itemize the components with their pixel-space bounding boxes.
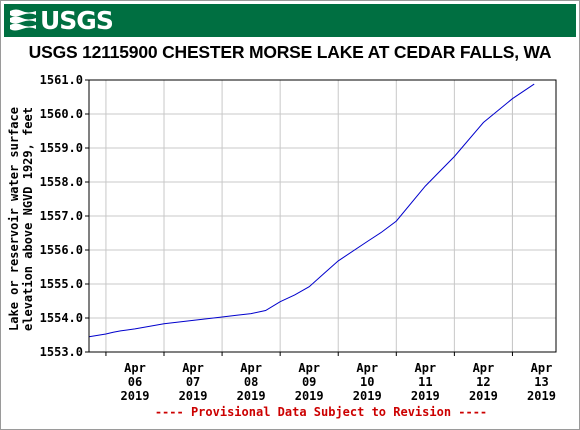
x-tick-month: Apr — [124, 361, 146, 375]
y-tick-label: 1559.0 — [40, 141, 83, 155]
x-tick-day: 06 — [128, 375, 142, 389]
usgs-banner: USGS — [4, 4, 576, 37]
x-tick-day: 12 — [476, 375, 490, 389]
provisional-note: ---- Provisional Data Subject to Revisio… — [155, 405, 487, 419]
x-tick-day: 08 — [244, 375, 258, 389]
y-tick-label: 1558.0 — [40, 175, 83, 189]
x-tick-day: 13 — [534, 375, 548, 389]
x-tick-year: 2019 — [353, 389, 382, 403]
usgs-wave-icon — [10, 9, 36, 31]
x-tick-year: 2019 — [121, 389, 150, 403]
series-line — [88, 83, 535, 338]
x-tick-month: Apr — [473, 361, 495, 375]
x-tick-day: 09 — [302, 375, 316, 389]
x-tick-day: 11 — [418, 375, 432, 389]
y-axis-label-line-2: elevation above NGVD 1929, feet — [21, 107, 35, 331]
x-tick-year: 2019 — [411, 389, 440, 403]
x-tick-year: 2019 — [237, 389, 266, 403]
x-tick-month: Apr — [356, 361, 378, 375]
usgs-logo[interactable]: USGS — [8, 6, 114, 35]
x-tick-year: 2019 — [295, 389, 324, 403]
y-axis-ticks: 1553.0 1554.0 1555.0 1556.0 1557.0 1558.0 1559… — [40, 73, 89, 359]
x-tick-year: 2019 — [527, 389, 556, 403]
y-tick-label: 1553.0 — [40, 345, 83, 359]
chart-title: USGS 12115900 CHESTER MORSE LAKE AT CEDA… — [28, 42, 552, 62]
y-tick-label: 1561.0 — [40, 73, 83, 87]
y-tick-label: 1556.0 — [40, 243, 83, 257]
plot-border — [88, 79, 557, 353]
x-tick-year: 2019 — [469, 389, 498, 403]
y-tick-label: 1554.0 — [40, 311, 83, 325]
y-tick-label: 1555.0 — [40, 277, 83, 291]
x-tick-month: Apr — [240, 361, 262, 375]
y-tick-label: 1557.0 — [40, 209, 83, 223]
x-tick-year: 2019 — [179, 389, 208, 403]
x-tick-day: 07 — [186, 375, 200, 389]
x-tick-month: Apr — [414, 361, 436, 375]
x-tick-month: Apr — [298, 361, 320, 375]
x-tick-day: 10 — [360, 375, 374, 389]
x-axis-ticks: Apr062019Apr072019Apr082019Apr092019Apr1… — [105, 352, 556, 403]
x-tick-month: Apr — [182, 361, 204, 375]
y-tick-label: 1560.0 — [40, 107, 83, 121]
x-tick-month: Apr — [531, 361, 553, 375]
usgs-logo-text: USGS — [40, 6, 114, 35]
y-axis-label-line-1: Lake or reservoir water surface — [7, 107, 21, 331]
